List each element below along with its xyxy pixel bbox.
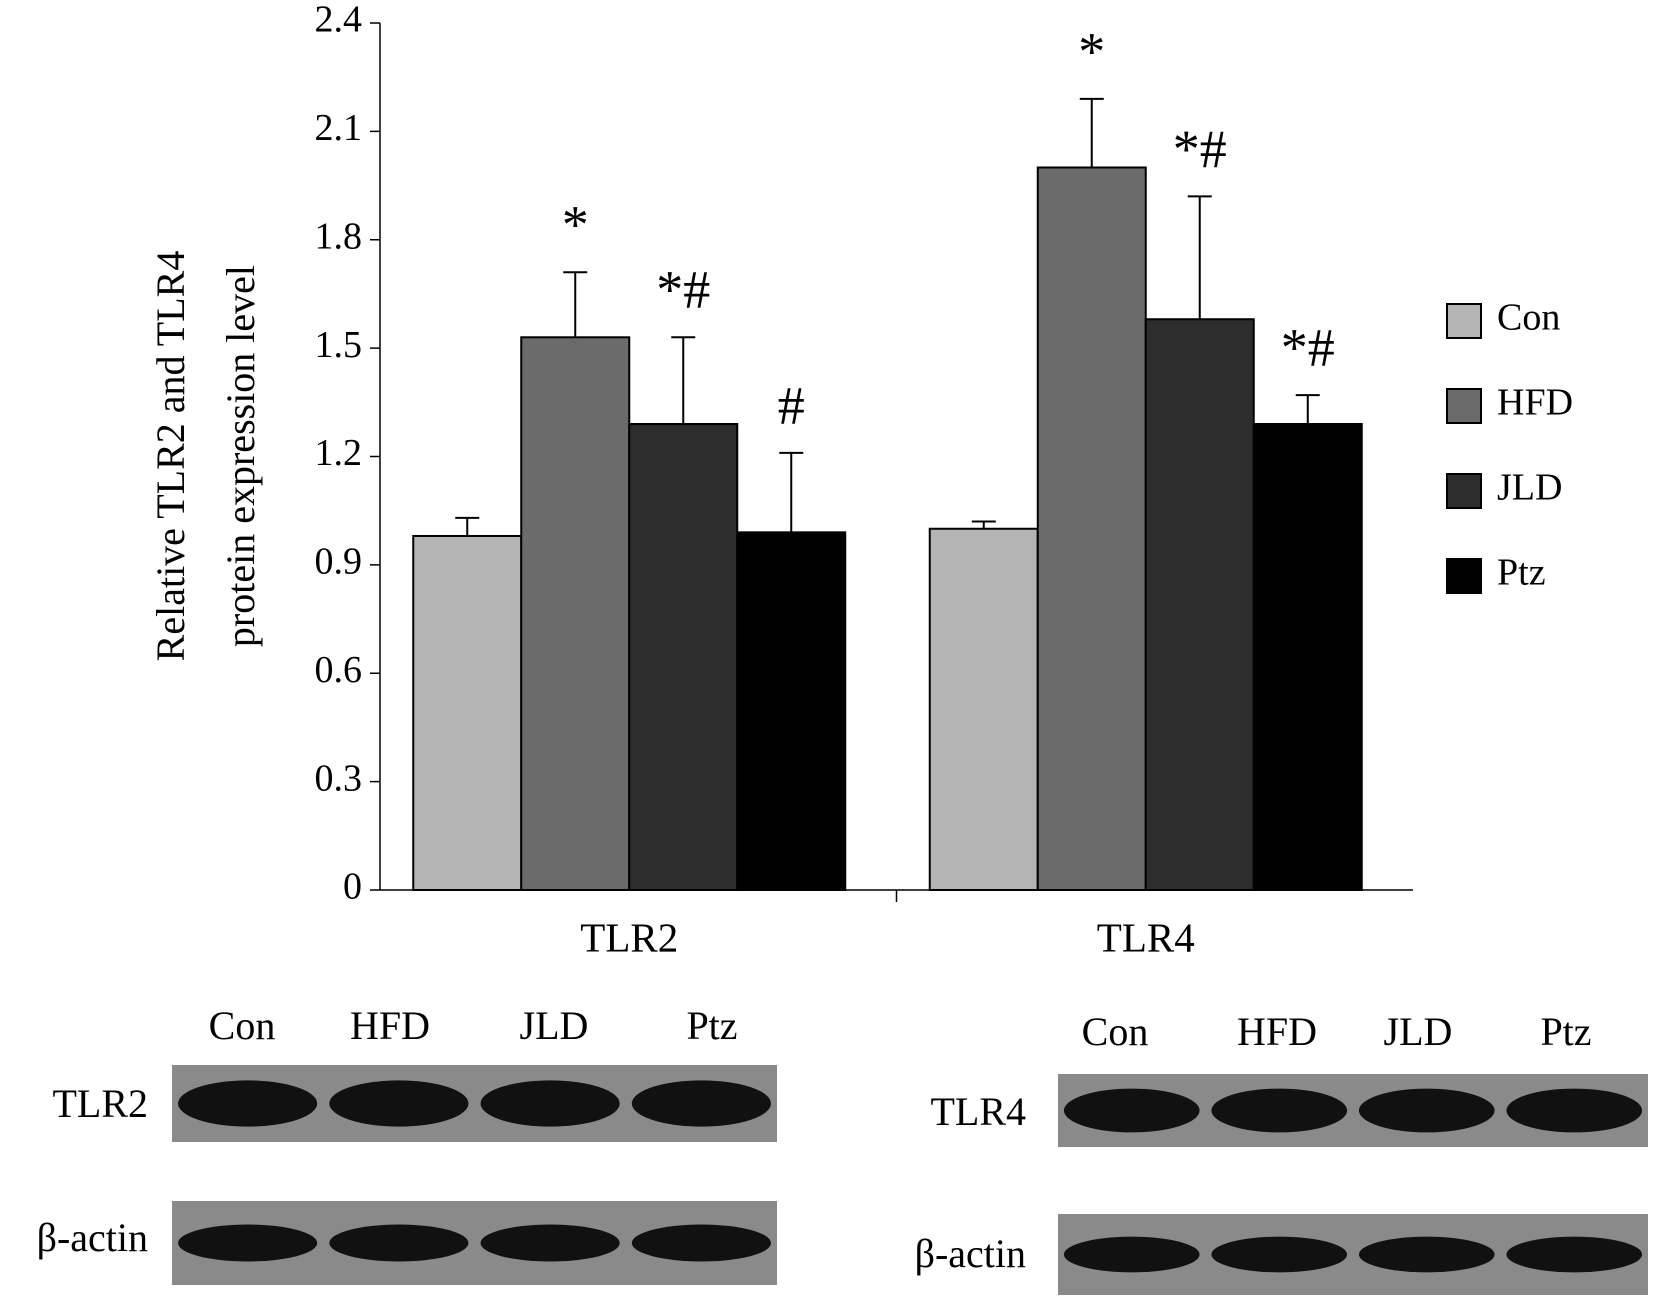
significance-mark: *# — [656, 260, 710, 320]
legend-label: Con — [1497, 297, 1560, 339]
y-tick-label: 1.5 — [315, 324, 363, 366]
significance-mark: * — [562, 195, 589, 255]
bar — [628, 422, 739, 891]
blot-band — [631, 1080, 771, 1127]
significance-mark: *# — [1281, 317, 1335, 377]
legend-label: HFD — [1497, 382, 1573, 424]
bar — [520, 336, 631, 892]
bar — [736, 531, 847, 891]
x-tick-label: TLR2 — [580, 914, 678, 960]
legend-swatch — [1446, 473, 1482, 509]
blot-row-label: β-actin — [915, 1231, 1026, 1276]
bar — [1144, 318, 1255, 892]
blot-band — [329, 1080, 469, 1127]
lane-label: Ptz — [1540, 1009, 1591, 1054]
y-tick-label: 0 — [343, 866, 362, 908]
blot-band — [1506, 1088, 1643, 1133]
bar — [1252, 422, 1363, 891]
y-axis-label: protein expression level — [218, 265, 263, 647]
y-tick-label: 0.6 — [315, 649, 363, 691]
blot-band — [480, 1080, 620, 1127]
blot-band — [1358, 1236, 1495, 1273]
x-tick-label: TLR4 — [1097, 914, 1195, 960]
significance-mark: * — [1078, 21, 1105, 81]
bar — [412, 534, 523, 891]
blot-band — [1063, 1236, 1200, 1273]
y-tick-label: 1.2 — [315, 432, 363, 474]
lane-label: JLD — [1384, 1009, 1453, 1054]
y-tick-label: 0.9 — [315, 541, 363, 583]
significance-mark: # — [778, 375, 805, 435]
blot-band — [1506, 1236, 1643, 1273]
lane-label: HFD — [350, 1003, 430, 1048]
error-bar — [779, 451, 804, 533]
lane-label: HFD — [1237, 1009, 1317, 1054]
y-axis-label: Relative TLR2 and TLR4 — [148, 251, 193, 662]
blot-band — [1063, 1088, 1200, 1133]
blot-band — [1211, 1236, 1348, 1273]
blot-row-label: TLR2 — [52, 1081, 148, 1126]
error-bar — [1295, 394, 1320, 424]
lane-label: JLD — [520, 1003, 589, 1048]
error-bar — [455, 516, 480, 536]
blot-band — [631, 1224, 771, 1262]
y-tick-label: 2.1 — [315, 107, 363, 149]
blot-band — [329, 1224, 469, 1262]
error-bar — [971, 520, 996, 529]
error-bar — [563, 271, 588, 338]
y-tick-label: 0.3 — [315, 757, 363, 799]
legend-swatch — [1446, 303, 1482, 339]
bar — [1036, 166, 1147, 891]
bar — [928, 527, 1039, 891]
error-bar — [1079, 97, 1104, 168]
legend-label: JLD — [1497, 467, 1562, 509]
error-bar — [1187, 195, 1212, 320]
blot-row-label: β-actin — [37, 1215, 148, 1260]
blot-row-label: TLR4 — [930, 1089, 1026, 1134]
lane-label: Con — [209, 1003, 276, 1048]
blot-band — [1358, 1088, 1495, 1133]
blot-band — [178, 1080, 318, 1127]
blot-band — [1211, 1088, 1348, 1133]
significance-mark: *# — [1173, 119, 1227, 179]
lane-label: Con — [1082, 1009, 1149, 1054]
blot-band — [178, 1224, 318, 1262]
error-bar — [671, 336, 696, 424]
legend-swatch — [1446, 388, 1482, 424]
legend-label: Ptz — [1497, 552, 1546, 594]
legend-swatch — [1446, 558, 1482, 594]
y-tick-label: 1.8 — [315, 215, 363, 257]
y-tick-label: 2.4 — [315, 0, 363, 41]
blot-band — [480, 1224, 620, 1262]
lane-label: Ptz — [686, 1003, 737, 1048]
